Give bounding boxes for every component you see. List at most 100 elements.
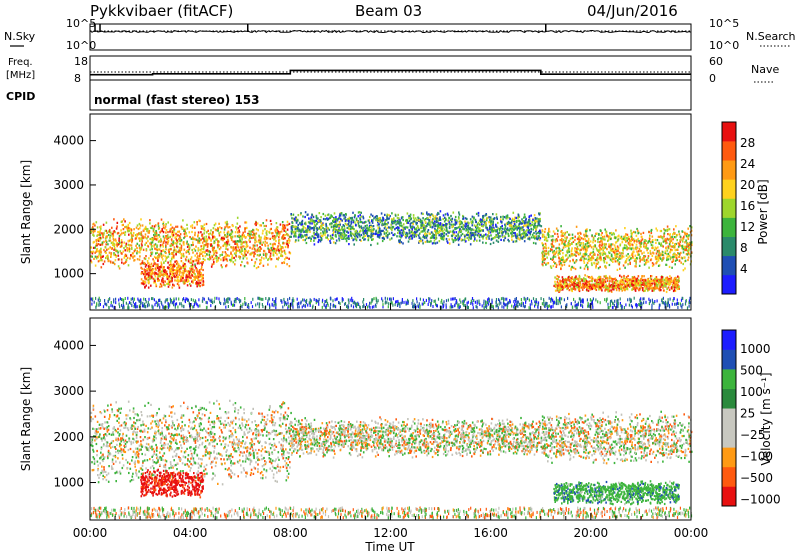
data-point — [97, 260, 100, 263]
data-point — [200, 248, 203, 251]
data-point — [463, 234, 466, 237]
data-point — [142, 237, 144, 240]
data-point — [326, 230, 328, 233]
data-point — [119, 233, 122, 236]
data-point — [556, 274, 559, 278]
data-point — [348, 225, 350, 228]
data-point — [127, 239, 130, 243]
data-point — [458, 211, 460, 214]
data-point — [173, 254, 175, 257]
data-point — [230, 238, 233, 242]
data-point — [624, 236, 626, 239]
data-point — [247, 262, 249, 265]
data-point — [613, 244, 616, 247]
data-point — [600, 239, 602, 242]
data-point — [330, 214, 332, 217]
data-point — [360, 211, 362, 214]
data-point — [552, 264, 555, 268]
data-point — [513, 223, 516, 226]
data-point — [525, 232, 527, 235]
data-point — [568, 250, 571, 253]
data-point — [402, 218, 404, 222]
data-point — [451, 223, 453, 226]
data-point — [203, 246, 205, 249]
data-point — [378, 236, 381, 239]
data-point — [193, 247, 196, 251]
data-point — [168, 264, 171, 267]
data-point — [467, 221, 470, 224]
data-point — [244, 241, 246, 244]
data-point — [332, 220, 335, 223]
data-point — [392, 218, 395, 221]
data-point — [603, 235, 606, 238]
data-point — [214, 257, 216, 260]
data-point — [597, 238, 599, 241]
data-point — [371, 214, 374, 217]
data-point — [474, 229, 477, 232]
data-point — [559, 239, 562, 242]
data-point — [282, 225, 284, 228]
data-point — [100, 255, 102, 258]
data-point — [589, 240, 592, 243]
data-point — [530, 230, 532, 233]
data-point — [600, 244, 603, 247]
data-point — [413, 226, 415, 229]
data-point — [364, 234, 367, 237]
data-point — [598, 282, 601, 286]
data-point — [198, 240, 201, 243]
data-point — [594, 279, 596, 282]
data-point — [444, 213, 447, 216]
data-point — [468, 236, 470, 239]
data-point — [95, 257, 98, 260]
data-point — [580, 232, 582, 235]
data-point — [96, 247, 99, 251]
data-point — [358, 226, 361, 229]
data-point — [299, 222, 302, 226]
data-point — [671, 235, 673, 238]
data-point — [435, 219, 438, 222]
data-point — [247, 232, 249, 235]
data-point — [188, 246, 191, 249]
data-point — [452, 211, 455, 214]
data-point — [338, 234, 340, 237]
data-point — [209, 256, 211, 259]
data-point — [660, 242, 662, 245]
data-point — [478, 239, 481, 242]
data-point — [672, 281, 675, 285]
data-point — [186, 234, 188, 237]
data-point — [614, 254, 616, 257]
data-point — [357, 222, 360, 225]
data-point — [162, 231, 165, 234]
data-point — [432, 215, 435, 218]
data-point — [384, 220, 386, 223]
data-point — [175, 235, 178, 238]
data-point — [655, 247, 658, 250]
data-point — [316, 227, 318, 230]
data-point — [681, 230, 683, 233]
data-point — [630, 240, 632, 243]
data-point — [593, 261, 595, 264]
data-point — [550, 248, 552, 251]
data-point — [667, 233, 669, 236]
data-point — [424, 240, 427, 244]
data-point — [580, 278, 582, 281]
data-point — [400, 236, 402, 239]
data-point — [603, 246, 605, 249]
data-point — [251, 258, 253, 261]
data-point — [617, 259, 619, 262]
data-point — [279, 223, 282, 226]
data-point — [473, 235, 475, 238]
data-point — [338, 215, 341, 218]
data-point — [283, 224, 286, 227]
data-point — [422, 217, 424, 220]
data-point — [210, 229, 212, 232]
data-point — [561, 240, 564, 243]
data-point — [186, 240, 188, 243]
data-point — [372, 228, 375, 231]
data-point — [495, 213, 498, 216]
data-point — [366, 231, 369, 235]
data-point — [639, 245, 642, 248]
data-point — [412, 214, 415, 217]
data-point — [276, 234, 278, 237]
data-point — [579, 258, 582, 261]
